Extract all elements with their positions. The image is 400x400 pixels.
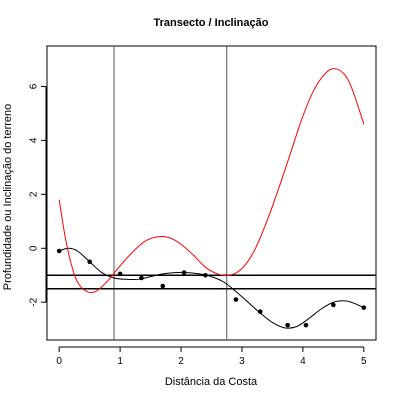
data-point <box>181 270 187 275</box>
x-axis-label: Distância da Costa <box>165 376 258 388</box>
data-point <box>257 309 263 314</box>
data-point <box>87 259 92 265</box>
y-tick-label: 2 <box>29 191 40 197</box>
x-tick-label: 4 <box>300 356 306 367</box>
x-tick-label: 2 <box>178 356 184 367</box>
series-line <box>58 68 365 294</box>
data-point <box>139 275 144 281</box>
data-point <box>361 305 367 310</box>
data-point <box>117 271 123 277</box>
plot-box <box>46 45 377 341</box>
chart-title: Transecto / Inclinação <box>154 17 269 29</box>
y-tick-label: -2 <box>29 297 40 306</box>
y-tick-label: 6 <box>29 83 40 89</box>
x-tick-label: 0 <box>56 356 62 367</box>
y-tick-label: 0 <box>29 245 40 251</box>
y-tick-label: 4 <box>29 137 40 143</box>
x-tick-label: 1 <box>117 356 123 367</box>
data-point <box>233 297 239 302</box>
data-point <box>303 322 309 328</box>
x-tick-label: 5 <box>361 356 367 367</box>
data-point <box>56 248 62 254</box>
data-point <box>285 322 290 328</box>
data-point <box>160 283 166 289</box>
series-line <box>59 247 365 329</box>
data-point <box>331 302 336 308</box>
y-axis-label: Profundidade ou Inclinação do terreno <box>2 104 14 291</box>
plot-area: 0 1 2 3 4 5 -2 0 2 4 6 <box>29 45 377 367</box>
x-tick-label: 3 <box>239 356 245 367</box>
data-point <box>203 272 208 278</box>
